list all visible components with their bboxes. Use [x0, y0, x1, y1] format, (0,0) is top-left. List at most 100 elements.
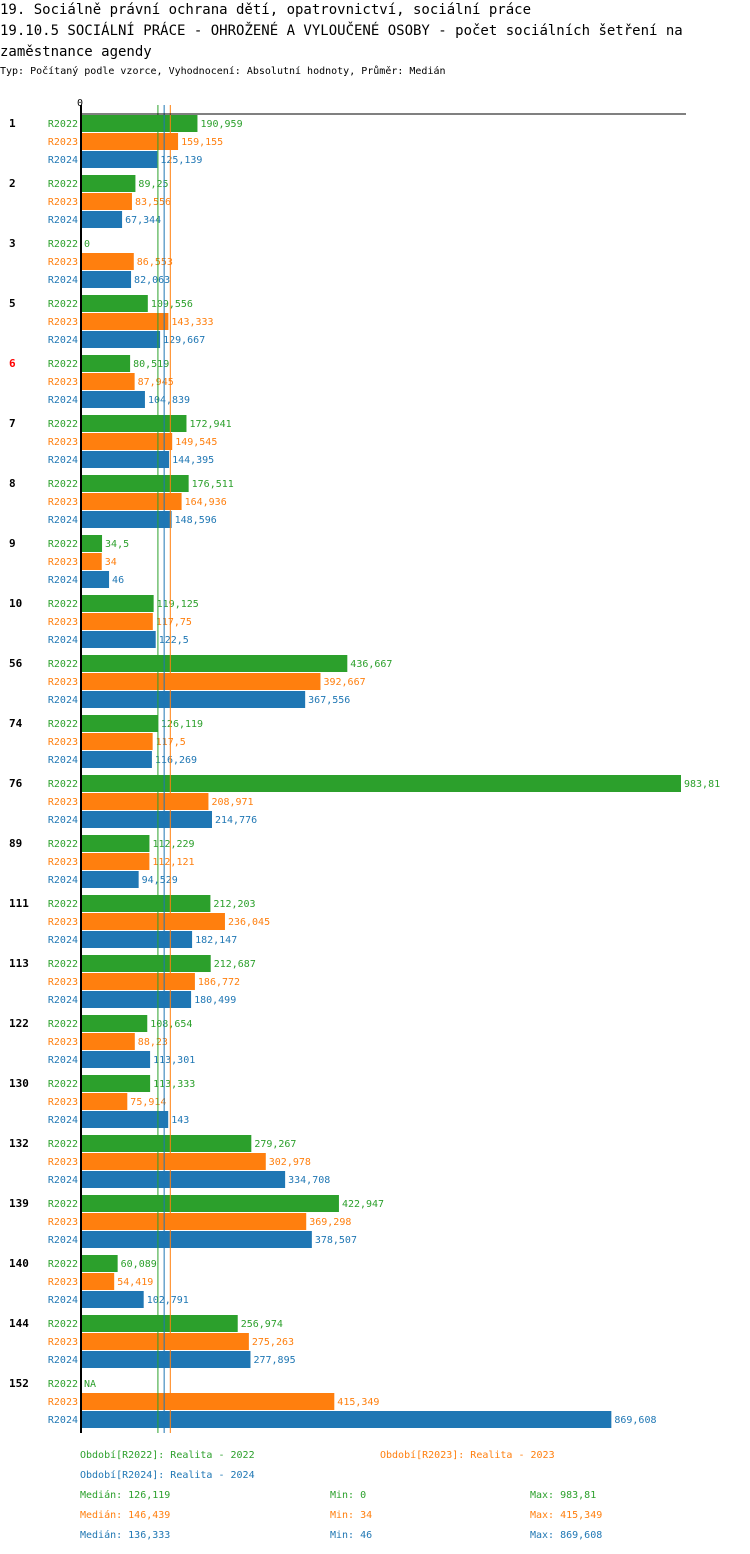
data-label: 143 — [171, 1115, 189, 1126]
series-label: R2022 — [48, 1319, 78, 1330]
bar — [81, 553, 102, 570]
series-label: R2022 — [48, 1199, 78, 1210]
series-label: R2024 — [48, 575, 78, 586]
category-label: 139 — [9, 1197, 29, 1210]
bar — [81, 415, 187, 432]
data-label: 54,419 — [117, 1277, 153, 1288]
bar — [81, 1051, 151, 1068]
bar — [81, 913, 225, 930]
bar — [81, 535, 103, 552]
series-label: R2024 — [48, 335, 78, 346]
data-label: 164,936 — [185, 497, 227, 508]
series-label: R2024 — [48, 635, 78, 646]
category-label: 5 — [9, 297, 16, 310]
bar — [81, 571, 110, 588]
series-label: R2022 — [48, 899, 78, 910]
data-label: 89,25 — [138, 179, 168, 190]
data-label: 983,81 — [684, 779, 720, 790]
bar — [81, 133, 179, 150]
series-label: R2024 — [48, 515, 78, 526]
bar — [81, 871, 139, 888]
series-label: R2023 — [48, 1277, 78, 1288]
bar — [81, 1135, 252, 1152]
series-label: R2023 — [48, 737, 78, 748]
series-label: R2023 — [48, 917, 78, 928]
min-r2022: Min: 0 — [330, 1490, 367, 1501]
bar — [81, 691, 306, 708]
category-label: 130 — [9, 1077, 29, 1090]
max-r2024: Max: 869,608 — [530, 1530, 603, 1541]
series-label: R2023 — [48, 617, 78, 628]
data-label: 190,959 — [200, 119, 242, 130]
data-label: 87,945 — [138, 377, 174, 388]
bar — [81, 775, 681, 792]
category-label: 6 — [9, 357, 16, 370]
max-r2023: Max: 415,349 — [530, 1510, 603, 1521]
data-label: 176,511 — [192, 479, 234, 490]
min-r2023: Min: 34 — [330, 1510, 373, 1521]
bar — [81, 1093, 128, 1110]
series-label: R2022 — [48, 1019, 78, 1030]
series-label: R2022 — [48, 1079, 78, 1090]
series-label: R2023 — [48, 197, 78, 208]
category-label: 2 — [9, 177, 16, 190]
series-label: R2023 — [48, 1157, 78, 1168]
series-label: R2022 — [48, 239, 78, 250]
bar — [81, 151, 158, 168]
series-label: R2024 — [48, 875, 78, 886]
data-label: 392,667 — [323, 677, 365, 688]
category-label: 89 — [9, 837, 22, 850]
bar — [81, 1291, 144, 1308]
bar — [81, 955, 211, 972]
bar — [81, 991, 192, 1008]
data-label: 180,499 — [194, 995, 236, 1006]
bar — [81, 1171, 286, 1188]
data-label: 275,263 — [252, 1337, 294, 1348]
bar — [81, 973, 195, 990]
bar — [81, 1213, 307, 1230]
median-r2022: Medián: 126,119 — [80, 1490, 171, 1501]
bar — [81, 433, 173, 450]
series-label: R2022 — [48, 299, 78, 310]
data-label: 113,301 — [153, 1055, 195, 1066]
data-label: 104,839 — [148, 395, 190, 406]
data-label: 214,776 — [215, 815, 257, 826]
data-label: 149,545 — [175, 437, 217, 448]
series-label: R2023 — [48, 677, 78, 688]
page-title: 19. Sociálně právní ochrana dětí, opatro… — [0, 2, 532, 18]
bar — [81, 493, 182, 510]
bar — [81, 391, 145, 408]
series-label: R2024 — [48, 1235, 78, 1246]
series-label: R2024 — [48, 935, 78, 946]
bar — [81, 1273, 115, 1290]
bar — [81, 853, 150, 870]
data-label: 117,75 — [156, 617, 192, 628]
series-label: R2024 — [48, 275, 78, 286]
bar — [81, 613, 153, 630]
series-label: R2024 — [48, 1355, 78, 1366]
bar — [81, 715, 158, 732]
series-label: R2023 — [48, 377, 78, 388]
bar — [81, 1333, 249, 1350]
category-label: 76 — [9, 777, 23, 790]
bar — [81, 595, 154, 612]
data-label: 112,229 — [152, 839, 194, 850]
data-label: 182,147 — [195, 935, 237, 946]
category-label: 1 — [9, 117, 16, 130]
data-label: 143,333 — [171, 317, 213, 328]
series-label: R2022 — [48, 359, 78, 370]
bar — [81, 733, 153, 750]
series-label: R2023 — [48, 1217, 78, 1228]
category-label: 7 — [9, 417, 16, 430]
bar — [81, 931, 193, 948]
bar — [81, 1195, 339, 1212]
data-label: 108,654 — [150, 1019, 192, 1030]
data-label: 116,269 — [155, 755, 197, 766]
category-label: 111 — [9, 897, 29, 910]
axis-zero-label: 0 — [77, 98, 83, 109]
series-label: R2024 — [48, 215, 78, 226]
data-label: 186,772 — [198, 977, 240, 988]
series-label: R2023 — [48, 497, 78, 508]
data-label: 422,947 — [342, 1199, 384, 1210]
legend-r2022: Období[R2022]: Realita - 2022 — [80, 1450, 255, 1461]
